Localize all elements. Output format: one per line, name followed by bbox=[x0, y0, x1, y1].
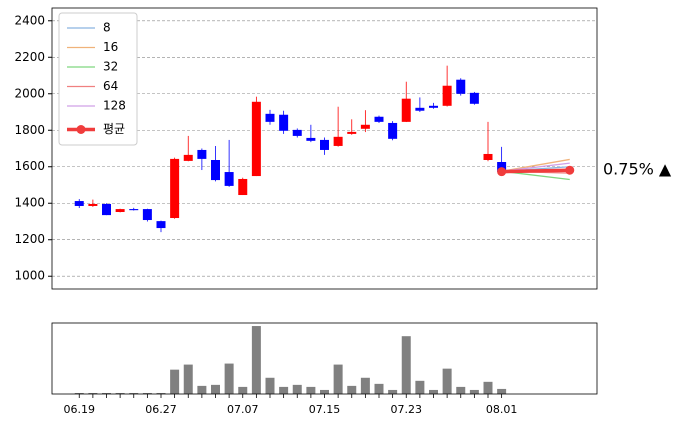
volume-bar bbox=[292, 384, 302, 394]
candle-body bbox=[388, 122, 398, 139]
candle-body bbox=[197, 149, 207, 159]
y-tick-label: 2200 bbox=[14, 50, 45, 64]
candle-body bbox=[456, 79, 466, 94]
candle-body bbox=[497, 162, 507, 173]
candle-body bbox=[306, 137, 316, 141]
mean-marker bbox=[565, 165, 575, 175]
candle-body bbox=[415, 107, 425, 111]
candle-body bbox=[429, 105, 438, 108]
plot-frame bbox=[51, 7, 598, 290]
volume-bar bbox=[211, 384, 220, 394]
candle-body bbox=[102, 203, 111, 216]
legend-label: 32 bbox=[103, 60, 118, 74]
candle-body bbox=[265, 113, 275, 122]
candle-body bbox=[483, 153, 493, 160]
volume-bar bbox=[197, 385, 207, 394]
y-tick-label: 1000 bbox=[14, 269, 45, 283]
y-tick-label: 2400 bbox=[14, 13, 45, 27]
volume-bar bbox=[347, 385, 357, 394]
legend-label: 8 bbox=[103, 21, 111, 35]
volume-bar bbox=[401, 336, 411, 394]
candle-body bbox=[347, 131, 357, 134]
legend-box bbox=[58, 12, 138, 146]
legend-label: 16 bbox=[103, 40, 118, 54]
candle-body bbox=[74, 201, 84, 206]
volume-bar bbox=[170, 369, 180, 394]
candle-body bbox=[129, 209, 139, 211]
volume-bar bbox=[142, 392, 152, 394]
legend-marker bbox=[76, 125, 86, 134]
candle-body bbox=[320, 139, 329, 150]
volume-bar bbox=[333, 364, 343, 394]
y-tick-label: 1400 bbox=[14, 196, 45, 210]
volume-bar bbox=[74, 392, 84, 394]
candle-body bbox=[251, 101, 261, 177]
volume-bar bbox=[483, 381, 493, 394]
y-tick-label: 1800 bbox=[14, 123, 45, 137]
x-tick-label: 07.15 bbox=[309, 403, 341, 416]
candle-body bbox=[224, 172, 234, 186]
candle-body bbox=[211, 159, 220, 181]
plot-frame bbox=[51, 322, 598, 395]
volume-bar bbox=[374, 383, 384, 394]
mean-line bbox=[501, 168, 570, 174]
volume-bar bbox=[88, 392, 98, 394]
volume-bar bbox=[279, 386, 289, 394]
candle-body bbox=[374, 116, 384, 122]
legend-label: 64 bbox=[103, 79, 118, 93]
volume-bar bbox=[129, 392, 139, 394]
legend-label: 평균 bbox=[103, 122, 125, 136]
candle-body bbox=[156, 221, 166, 229]
y-tick-label: 2000 bbox=[14, 86, 45, 100]
candle-body bbox=[115, 209, 125, 212]
candle-body bbox=[142, 209, 152, 221]
volume-bar bbox=[360, 377, 370, 394]
volume-bar bbox=[469, 389, 479, 394]
volume-bar bbox=[238, 386, 248, 394]
volume-bar bbox=[442, 368, 452, 394]
volume-bar bbox=[306, 386, 316, 394]
annotation: 0.75% ▲ bbox=[603, 160, 672, 179]
candle-body bbox=[88, 203, 98, 206]
candle-body bbox=[279, 114, 289, 131]
y-tick-label: 1600 bbox=[14, 159, 45, 173]
x-tick-label: 08.01 bbox=[486, 403, 518, 416]
volume-bar bbox=[265, 377, 275, 394]
volume-bar bbox=[156, 392, 166, 394]
candle-body bbox=[333, 136, 343, 146]
volume-bar bbox=[102, 392, 111, 394]
volume-bar bbox=[183, 364, 193, 394]
volume-bar bbox=[115, 392, 125, 394]
volume-bar bbox=[429, 389, 438, 394]
x-tick-label: 07.07 bbox=[227, 403, 259, 416]
candle-body bbox=[238, 178, 248, 196]
volume-bar bbox=[224, 363, 234, 394]
candle-body bbox=[292, 129, 302, 136]
candle-body bbox=[469, 92, 479, 104]
volume-bar bbox=[320, 389, 329, 394]
x-tick-label: 06.27 bbox=[145, 403, 177, 416]
y-tick-label: 1200 bbox=[14, 232, 45, 246]
legend-label: 128 bbox=[103, 99, 126, 113]
candle-body bbox=[183, 154, 193, 161]
candle-body bbox=[442, 85, 452, 106]
volume-bar bbox=[415, 380, 425, 394]
x-tick-label: 06.19 bbox=[64, 403, 96, 416]
mean-marker bbox=[497, 167, 507, 177]
candle-body bbox=[360, 124, 370, 129]
x-tick-label: 07.23 bbox=[391, 403, 423, 416]
volume-bar bbox=[456, 386, 466, 394]
candle-body bbox=[170, 158, 180, 219]
candle-body bbox=[401, 98, 411, 122]
volume-bar bbox=[251, 326, 261, 394]
volume-bar bbox=[388, 389, 398, 394]
volume-bar bbox=[497, 388, 507, 394]
